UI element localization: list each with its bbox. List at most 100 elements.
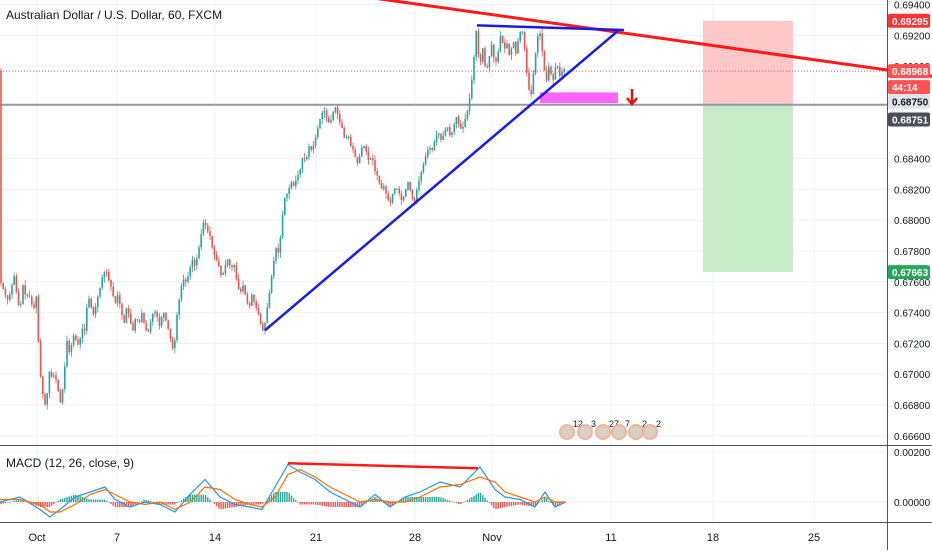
macd-histogram-bar bbox=[431, 497, 433, 502]
candle-body bbox=[147, 330, 150, 332]
candle-body bbox=[306, 157, 308, 160]
candle-body bbox=[506, 43, 508, 49]
macd-histogram-bar bbox=[556, 502, 559, 506]
candle-body bbox=[174, 340, 176, 349]
macd-histogram-bar bbox=[125, 502, 128, 507]
tag-take-profit: 0.67663 bbox=[892, 268, 929, 279]
candle-body bbox=[251, 294, 253, 306]
time-axis: Oct 7 14 21 28 Nov 11 18 25 bbox=[28, 532, 820, 544]
macd-histogram-bar bbox=[358, 502, 361, 507]
macd-histogram-bar bbox=[70, 495, 73, 502]
candle-body bbox=[141, 312, 143, 323]
candle-body bbox=[343, 128, 345, 138]
macd-histogram-bar bbox=[561, 502, 563, 504]
macd-histogram-bar bbox=[312, 502, 315, 505]
candle-body bbox=[383, 186, 385, 189]
macd-histogram-bar bbox=[13, 500, 15, 502]
event-icon bbox=[611, 424, 627, 440]
macd-histogram-bar bbox=[24, 501, 26, 503]
macd-histogram-bar bbox=[319, 502, 321, 506]
candle-body bbox=[248, 303, 251, 306]
candle-body bbox=[484, 48, 486, 67]
event-icon bbox=[559, 424, 575, 440]
macd-histogram-bar bbox=[215, 502, 218, 507]
candle-body bbox=[158, 316, 161, 326]
candle-body bbox=[455, 117, 458, 125]
candle-body bbox=[70, 344, 73, 353]
candle-body bbox=[402, 196, 405, 201]
candle-body bbox=[427, 149, 429, 157]
candle-body bbox=[99, 287, 101, 297]
candle-body bbox=[462, 126, 464, 129]
candle-body bbox=[255, 301, 257, 309]
macd-histogram-bar bbox=[4, 502, 7, 504]
candle-body bbox=[528, 72, 530, 90]
candle-body bbox=[552, 74, 554, 80]
candle-body bbox=[92, 307, 95, 315]
macd-histogram-bar bbox=[237, 502, 240, 507]
candle-body bbox=[413, 198, 416, 202]
macd-histogram-bar bbox=[497, 502, 499, 509]
candle-body bbox=[130, 313, 132, 324]
macd-histogram-bar bbox=[229, 502, 231, 508]
candle-body bbox=[312, 145, 315, 150]
macd-histogram-bar bbox=[422, 497, 425, 502]
macd-histogram-bar bbox=[6, 502, 9, 503]
macd-histogram-bar bbox=[444, 499, 447, 502]
macd-histogram-bar bbox=[191, 494, 194, 502]
candle-body bbox=[4, 288, 7, 296]
macd-histogram-bar bbox=[68, 496, 70, 502]
candle-body bbox=[433, 141, 436, 150]
macd-histogram-bar bbox=[367, 501, 370, 502]
time-tick-label: 21 bbox=[310, 532, 322, 544]
macd-histogram-bar bbox=[477, 493, 480, 502]
macd-histogram-bar bbox=[435, 497, 438, 502]
macd-histogram-bar bbox=[453, 502, 455, 503]
macd-histogram-bar bbox=[94, 499, 97, 502]
macd-histogram-bar bbox=[317, 502, 319, 505]
candle-body bbox=[242, 285, 244, 292]
macd-histogram-bar bbox=[145, 499, 147, 502]
macd-histogram-bar bbox=[510, 502, 513, 506]
macd-histogram-bar bbox=[308, 502, 310, 505]
candle-body bbox=[378, 175, 381, 184]
candle-body bbox=[253, 294, 255, 302]
candle-body bbox=[42, 376, 44, 395]
macd-histogram-bar bbox=[46, 502, 48, 507]
candle-body bbox=[438, 133, 440, 135]
macd-histogram-bar bbox=[495, 502, 497, 510]
candle-body bbox=[127, 308, 130, 314]
candle-body bbox=[471, 80, 473, 98]
candle-body bbox=[284, 197, 286, 215]
candle-body bbox=[473, 56, 475, 81]
time-tick-label: Nov bbox=[482, 532, 502, 544]
macd-histogram-bar bbox=[499, 502, 502, 509]
candle-body bbox=[308, 146, 310, 158]
macd-histogram-bar bbox=[90, 499, 92, 502]
candle-body bbox=[9, 294, 11, 300]
macd-histogram-bar bbox=[482, 495, 484, 502]
candle-body bbox=[132, 323, 134, 331]
candle-body bbox=[341, 122, 343, 129]
macd-histogram-bar bbox=[158, 502, 161, 505]
support-trendline bbox=[264, 29, 619, 332]
macd-histogram-bar bbox=[86, 498, 88, 502]
event-count: 2 bbox=[642, 419, 647, 429]
candle-body bbox=[350, 136, 352, 146]
candle-body bbox=[301, 158, 304, 170]
macd-histogram-bar bbox=[541, 499, 543, 502]
macd-histogram-bar bbox=[152, 502, 154, 503]
event-icon bbox=[577, 424, 593, 440]
macd-histogram-bar bbox=[178, 501, 180, 503]
macd-histogram-bar bbox=[11, 501, 13, 503]
macd-histogram-bar bbox=[268, 497, 271, 502]
macd-histogram-bar bbox=[486, 500, 488, 502]
macd-histogram-bar bbox=[99, 499, 101, 502]
macd-histogram-bar bbox=[257, 502, 260, 505]
candle-body bbox=[497, 51, 499, 62]
macd-histogram-bar bbox=[116, 502, 119, 507]
macd-histogram-bar bbox=[141, 501, 143, 502]
macd-histogram-bar bbox=[204, 495, 207, 502]
